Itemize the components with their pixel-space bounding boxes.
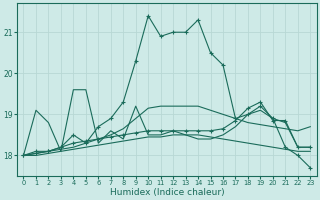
X-axis label: Humidex (Indice chaleur): Humidex (Indice chaleur) (109, 188, 224, 197)
